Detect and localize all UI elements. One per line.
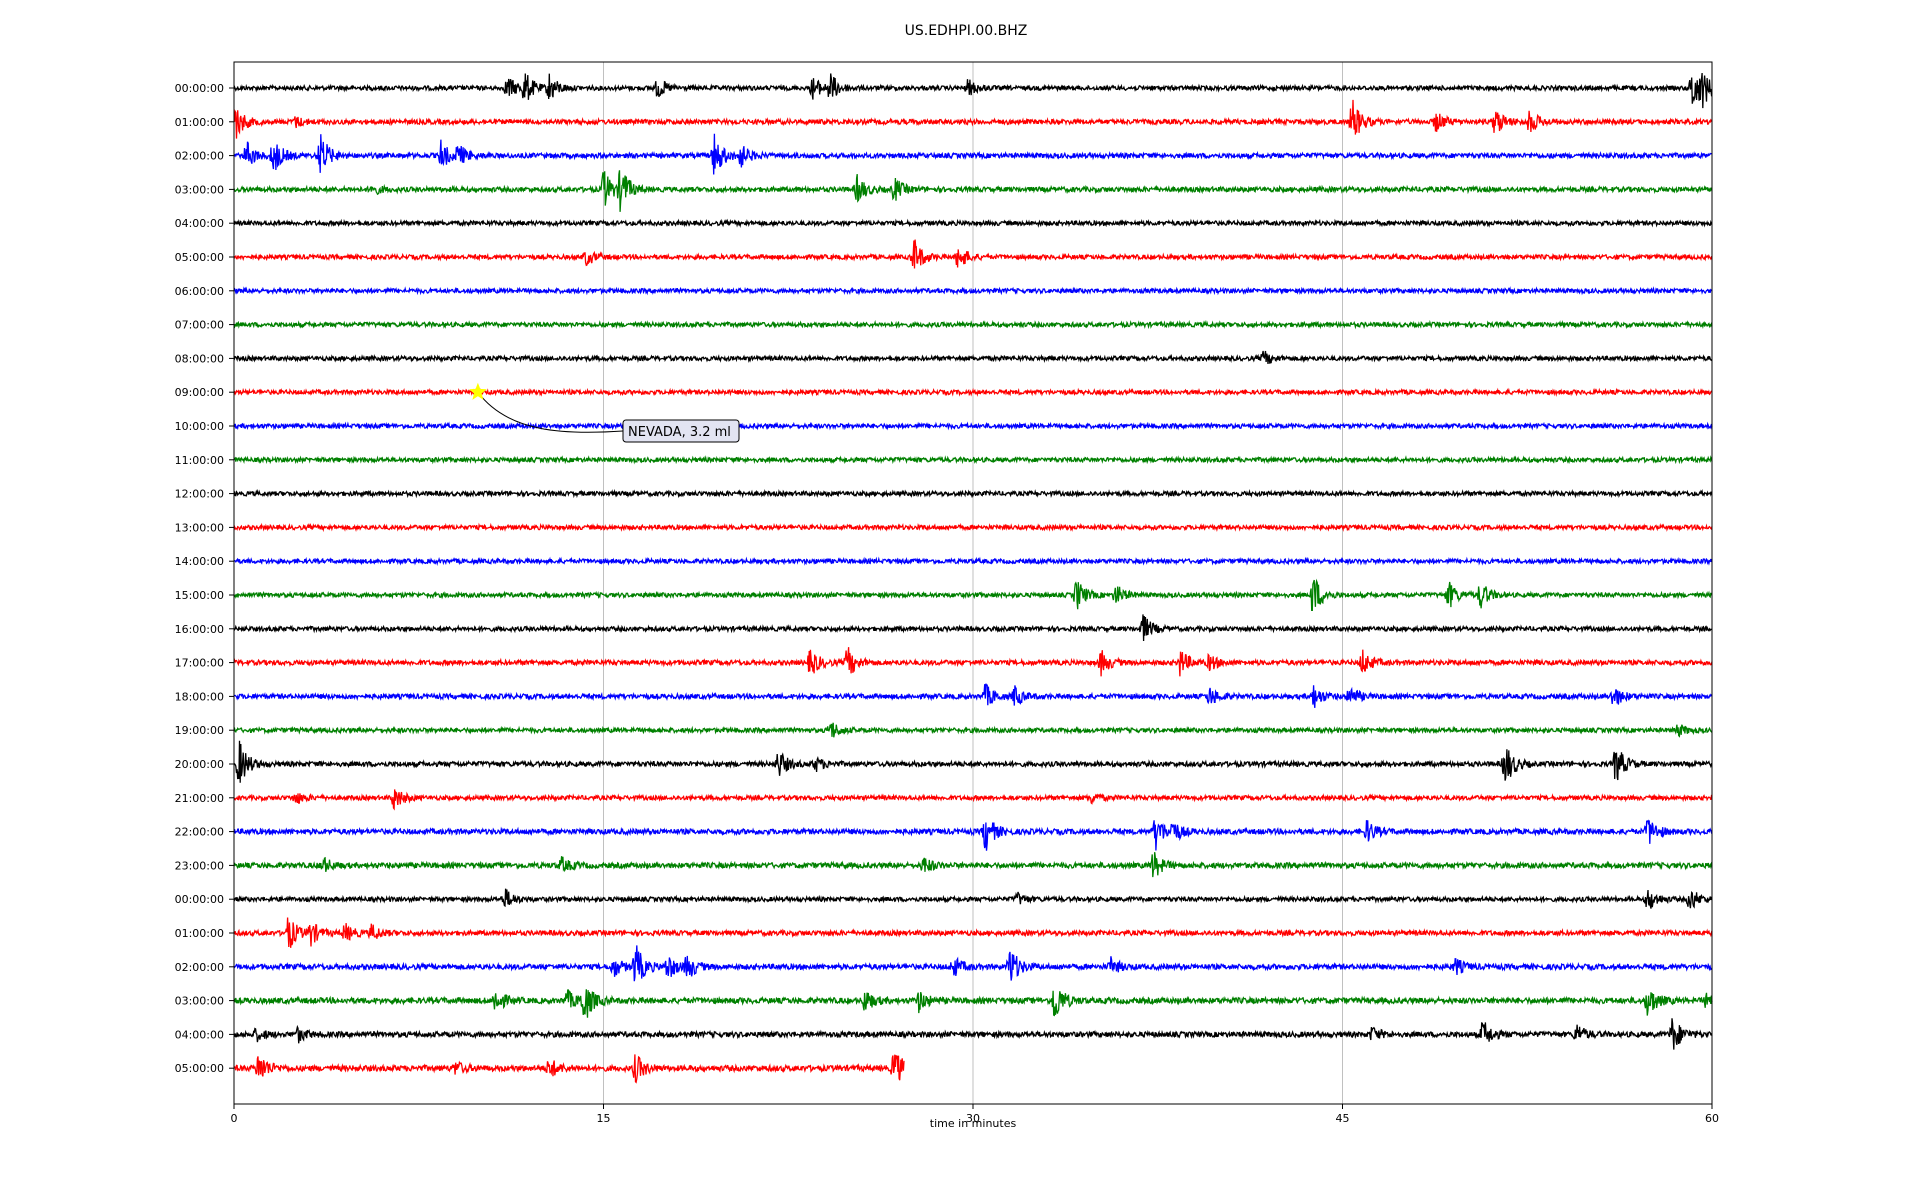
seismic-trace (233, 578, 1713, 611)
seismic-trace (233, 819, 1713, 851)
row-label: 19:00:00 (175, 724, 224, 737)
seismic-trace (233, 722, 1713, 738)
row-label: 02:00:00 (175, 150, 224, 163)
annotation-connector (477, 391, 624, 433)
seismic-trace (233, 319, 1713, 330)
seismic-trace (233, 888, 1713, 909)
row-label: 05:00:00 (175, 1062, 224, 1075)
annotation-label: NEVADA, 3.2 ml (628, 425, 731, 440)
seismic-trace (233, 683, 1713, 708)
row-label: 06:00:00 (175, 285, 224, 298)
row-label: 10:00:00 (175, 420, 224, 433)
seismic-trace (233, 852, 1713, 878)
annotation-box (622, 419, 740, 443)
seismic-trace (233, 789, 1713, 811)
row-label: 01:00:00 (175, 116, 224, 129)
row-label: 05:00:00 (175, 251, 224, 264)
row-label: 09:00:00 (175, 386, 224, 399)
seismic-trace (233, 170, 1713, 212)
event-annotations: NEVADA, 3.2 ml (469, 382, 740, 443)
row-label: 00:00:00 (175, 893, 224, 906)
row-label: 07:00:00 (175, 319, 224, 332)
x-axis: 0 15 30 45 60 (231, 1104, 1719, 1125)
row-label: 08:00:00 (175, 352, 224, 365)
x-tick-label: 15 (597, 1112, 611, 1125)
row-label: 17:00:00 (175, 657, 224, 670)
row-labels: 00:00:00 01:00:00 02:00:00 03:00:00 04:00:00… (175, 82, 234, 1075)
x-tick-label: 30 (966, 1112, 980, 1125)
row-label: 04:00:00 (175, 217, 224, 230)
seismic-trace (233, 647, 1713, 677)
seismic-trace (233, 522, 1713, 533)
seismic-trace (233, 99, 1713, 139)
row-label: 23:00:00 (175, 859, 224, 872)
row-label: 21:00:00 (175, 792, 224, 805)
x-tick-label: 0 (231, 1112, 238, 1125)
seismic-trace (233, 455, 1713, 465)
chart-title: US.EDHPI.00.BHZ (905, 23, 1028, 39)
event-star-icon (469, 382, 487, 400)
x-tick-label: 60 (1705, 1112, 1719, 1125)
row-label: 01:00:00 (175, 927, 224, 940)
seismic-trace (233, 614, 1713, 642)
seismic-trace (233, 133, 1713, 175)
row-label: 16:00:00 (175, 623, 224, 636)
row-label: 18:00:00 (175, 690, 224, 703)
x-tick-label: 45 (1336, 1112, 1350, 1125)
seismic-trace (233, 1018, 1713, 1050)
x-axis-label: time in minutes (930, 1117, 1017, 1130)
row-label: 14:00:00 (175, 555, 224, 568)
seismic-trace (233, 239, 1713, 269)
seismic-trace (233, 350, 1713, 364)
row-label: 12:00:00 (175, 488, 224, 501)
row-label: 00:00:00 (175, 82, 224, 95)
seismic-trace (233, 1054, 905, 1084)
seismic-trace (233, 988, 1713, 1018)
seismic-trace (233, 72, 1713, 109)
seismic-trace (233, 218, 1713, 228)
seismic-trace (233, 740, 1713, 783)
seismic-trace (233, 556, 1713, 566)
seismic-trace (233, 488, 1713, 499)
row-label: 15:00:00 (175, 589, 224, 602)
row-label: 03:00:00 (175, 995, 224, 1008)
row-label: 03:00:00 (175, 183, 224, 196)
row-label: 04:00:00 (175, 1028, 224, 1041)
traces (233, 72, 1713, 1084)
seismic-trace (233, 421, 1713, 431)
seismic-trace (233, 945, 1713, 982)
row-label: 22:00:00 (175, 826, 224, 839)
seismic-trace (233, 917, 1713, 948)
seismic-trace (233, 286, 1713, 296)
row-label: 20:00:00 (175, 758, 224, 771)
row-label: 13:00:00 (175, 521, 224, 534)
row-label: 02:00:00 (175, 961, 224, 974)
row-label: 11:00:00 (175, 454, 224, 467)
